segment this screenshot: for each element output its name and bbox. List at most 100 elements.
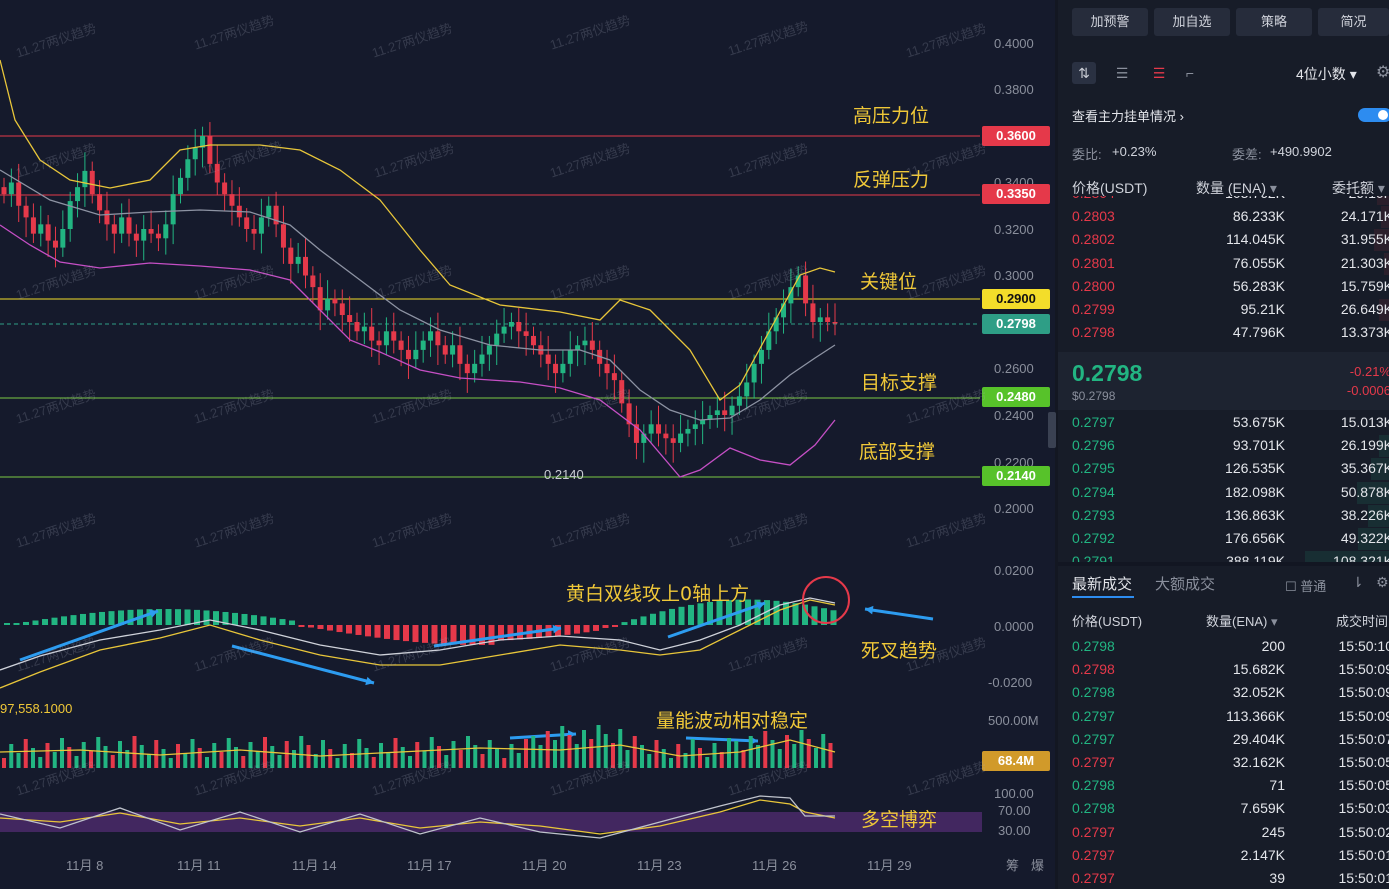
book-header-total-label: 委托额 bbox=[1332, 180, 1374, 196]
ask-row[interactable]: 0.2800 56.283K 15.759K bbox=[1072, 276, 1389, 299]
candle-body bbox=[656, 424, 662, 434]
candle-body bbox=[611, 373, 617, 381]
panel-resize-handle[interactable] bbox=[1048, 412, 1056, 448]
ask-row[interactable]: 0.2804 103.762K 29.10K bbox=[1072, 196, 1389, 206]
macd-axis-label: 0.0200 bbox=[994, 563, 1034, 578]
normal-filter-checkbox[interactable]: ☐ 普通 bbox=[1285, 576, 1326, 595]
trade-row[interactable]: 0.2797 39 15:50:01 bbox=[1072, 868, 1389, 889]
bid-row[interactable]: 0.2795 126.535K 35.367K bbox=[1072, 458, 1389, 481]
ask-row[interactable]: 0.2799 95.21K 26.649K bbox=[1072, 299, 1389, 322]
candle-body bbox=[251, 229, 257, 234]
strategy-button[interactable]: 策略 bbox=[1236, 8, 1312, 36]
volume-bar bbox=[321, 740, 325, 768]
candle-body bbox=[163, 224, 169, 239]
sort-icon[interactable]: ⇂ bbox=[1352, 574, 1364, 590]
macd-histogram-bar bbox=[517, 625, 523, 640]
book-bids-icon[interactable]: ☰ bbox=[1115, 65, 1129, 81]
book-both-icon[interactable]: ⇅ bbox=[1072, 62, 1096, 84]
book-asks-icon[interactable]: ☰ bbox=[1152, 65, 1166, 81]
decimals-select[interactable]: 4位小数 ▾ bbox=[1296, 64, 1357, 84]
bid-row[interactable]: 0.2791 388.119K 108.321K bbox=[1072, 551, 1389, 562]
book-depth-icon[interactable]: ⌐ bbox=[1185, 65, 1195, 81]
price-axis-label: 0.2000 bbox=[994, 501, 1034, 516]
trades-header-qty[interactable]: 数量(ENA) ▾ bbox=[1206, 611, 1278, 630]
bid-qty: 182.098K bbox=[1225, 483, 1285, 500]
ask-price: 0.2800 bbox=[1072, 277, 1115, 294]
trade-qty: 71 bbox=[1269, 777, 1285, 794]
volume-bar bbox=[342, 744, 347, 768]
trade-price: 0.2797 bbox=[1072, 823, 1115, 840]
trade-row[interactable]: 0.2797 113.366K 15:50:09 bbox=[1072, 706, 1389, 729]
ask-row[interactable]: 0.2798 47.796K 13.373K bbox=[1072, 322, 1389, 345]
volume-bar bbox=[618, 729, 623, 768]
macd-histogram-bar bbox=[42, 619, 48, 625]
ask-row[interactable]: 0.2803 86.233K 24.171K bbox=[1072, 206, 1389, 229]
settings-icon[interactable]: ⚙ bbox=[1376, 64, 1389, 81]
ask-row[interactable]: 0.2801 76.055K 21.303K bbox=[1072, 252, 1389, 276]
volume-bar bbox=[690, 739, 695, 768]
tab-latest-trades[interactable]: 最新成交 bbox=[1072, 576, 1133, 593]
book-header-price: 价格(USDT) bbox=[1072, 180, 1148, 196]
tab-large-trades[interactable]: 大额成交 bbox=[1155, 576, 1216, 593]
lower-band-line bbox=[0, 224, 836, 478]
candle-body bbox=[729, 405, 735, 415]
macd-histogram-bar bbox=[289, 620, 295, 625]
volume-bar bbox=[197, 748, 202, 768]
candlestick-chart[interactable] bbox=[0, 0, 1055, 889]
volume-bar bbox=[9, 744, 14, 768]
volume-bar bbox=[524, 739, 528, 768]
bid-row[interactable]: 0.2793 136.863K 38.226K bbox=[1072, 504, 1389, 528]
macd-histogram-bar bbox=[650, 613, 656, 625]
bid-row[interactable]: 0.2796 93.701K 26.199K bbox=[1072, 435, 1389, 458]
trade-row[interactable]: 0.2797 29.404K 15:50:07 bbox=[1072, 729, 1389, 752]
trade-row[interactable]: 0.2798 15.682K 15:50:09 bbox=[1072, 659, 1389, 682]
bid-row[interactable]: 0.2794 182.098K 50.878K bbox=[1072, 481, 1389, 505]
volume-bar bbox=[814, 748, 818, 768]
depth-bar bbox=[1384, 252, 1389, 275]
candle-body bbox=[442, 345, 448, 355]
chevron-right-icon: › bbox=[1179, 109, 1184, 124]
trade-row[interactable]: 0.2798 71 15:50:05 bbox=[1072, 775, 1389, 798]
order-book-link[interactable]: 查看主力挂单情况 › bbox=[1072, 106, 1184, 125]
rsi-axis-label: 30.00 bbox=[998, 823, 1031, 838]
ask-row[interactable]: 0.2802 114.045K 31.955K bbox=[1072, 229, 1389, 252]
trade-price: 0.2798 bbox=[1072, 800, 1115, 817]
candle-body bbox=[744, 382, 750, 397]
candle-body bbox=[707, 415, 713, 420]
burst-button[interactable]: 爆 bbox=[1031, 858, 1045, 873]
bid-price: 0.2792 bbox=[1072, 530, 1115, 546]
candle-body bbox=[501, 326, 507, 334]
trade-time: 15:50:10 bbox=[1338, 638, 1389, 654]
add-alert-button[interactable]: 加预警 bbox=[1072, 8, 1148, 36]
resistance-price-tag: 0.3600 bbox=[982, 126, 1050, 146]
price-axis-label: 0.3200 bbox=[994, 222, 1034, 237]
candle-body bbox=[413, 349, 419, 360]
book-header-qty[interactable]: 数量 (ENA) ▾ bbox=[1196, 178, 1277, 198]
bid-row[interactable]: 0.2797 53.675K 15.013K bbox=[1072, 412, 1389, 435]
volume-bar bbox=[176, 744, 180, 768]
book-header-total[interactable]: 委托额 ▾ bbox=[1332, 178, 1385, 198]
volume-bar bbox=[451, 741, 456, 768]
chart-area[interactable]: 0.4000 0.3800 0.3400 0.3200 0.3000 0.260… bbox=[0, 0, 1056, 889]
candle-body bbox=[325, 298, 331, 311]
bid-price: 0.2797 bbox=[1072, 414, 1115, 430]
chip-button[interactable]: 筹 bbox=[1006, 858, 1020, 873]
trade-row[interactable]: 0.2797 245 15:50:02 bbox=[1072, 822, 1389, 845]
volume-bar bbox=[429, 737, 434, 768]
macd-histogram-bar bbox=[32, 620, 39, 625]
trend-arrowhead bbox=[865, 605, 874, 615]
settings-icon[interactable]: ⚙ bbox=[1376, 574, 1389, 590]
volume-bar bbox=[38, 757, 43, 768]
trade-row[interactable]: 0.2798 200 15:50:10 bbox=[1072, 636, 1389, 659]
trade-row[interactable]: 0.2798 32.052K 15:50:09 bbox=[1072, 682, 1389, 705]
add-watchlist-button[interactable]: 加自选 bbox=[1154, 8, 1230, 36]
rsi-line bbox=[0, 799, 836, 835]
trade-row[interactable]: 0.2798 7.659K 15:50:03 bbox=[1072, 798, 1389, 821]
overview-button[interactable]: 简况 bbox=[1318, 8, 1389, 36]
bid-row[interactable]: 0.2792 176.656K 49.322K bbox=[1072, 528, 1389, 551]
main-orders-toggle[interactable] bbox=[1358, 108, 1389, 122]
macd-histogram-bar bbox=[403, 625, 409, 642]
trade-row[interactable]: 0.2797 32.162K 15:50:05 bbox=[1072, 752, 1389, 775]
trade-row[interactable]: 0.2797 2.147K 15:50:01 bbox=[1072, 845, 1389, 868]
